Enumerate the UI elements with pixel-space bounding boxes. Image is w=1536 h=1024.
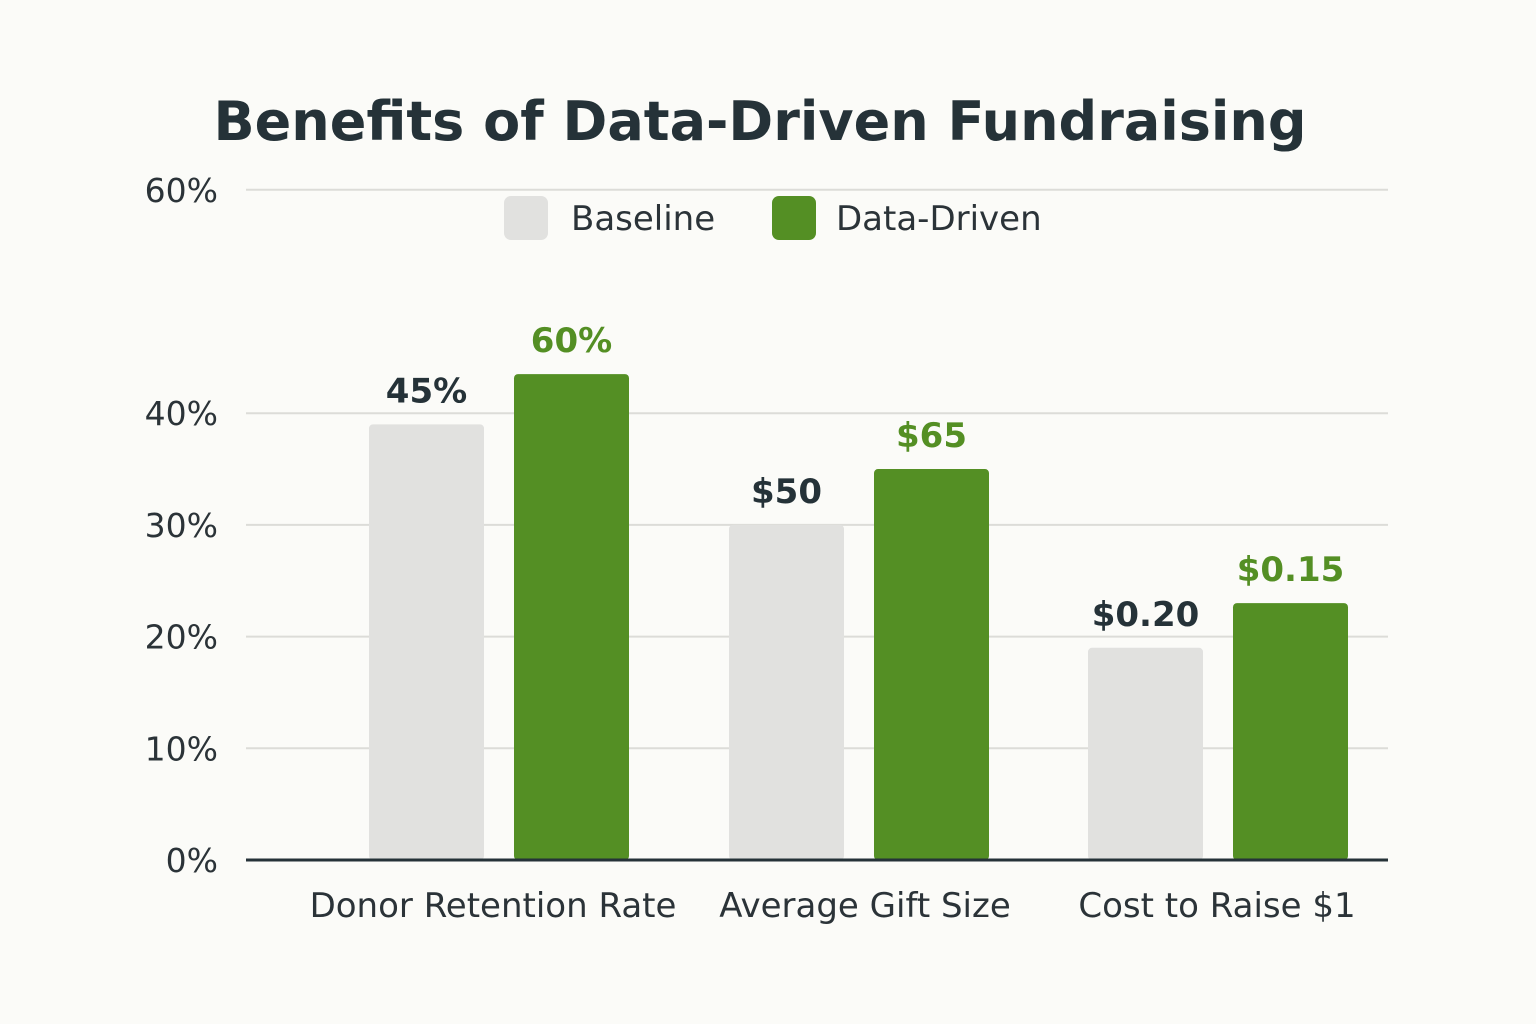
- bar-baseline-1: [729, 524, 844, 860]
- y-tick-label-5: 60%: [145, 171, 218, 210]
- y-tick-label-2: 20%: [145, 618, 218, 657]
- bar-data-driven-1: [874, 469, 989, 860]
- legend-swatch-data-driven: [772, 196, 816, 240]
- y-tick-label-0: 0%: [166, 841, 218, 880]
- bars: [369, 374, 1348, 860]
- bar-data-driven-2: [1233, 603, 1348, 860]
- bar-data-driven-0: [514, 374, 629, 860]
- y-axis-ticks: 0% 10% 20% 30% 40% 60%: [145, 171, 218, 880]
- y-tick-label-1: 10%: [145, 729, 218, 768]
- bar-baseline-2: [1088, 647, 1203, 860]
- legend-swatch-baseline: [504, 196, 548, 240]
- category-label-average-gift-size: Average Gift Size: [719, 886, 1011, 926]
- category-label-donor-retention-rate: Donor Retention Rate: [310, 886, 677, 926]
- category-label-cost-to-raise: Cost to Raise $1: [1078, 886, 1355, 926]
- data-label-data-driven-2: $0.15: [1237, 550, 1345, 590]
- legend: Baseline Data-Driven: [504, 196, 1042, 240]
- data-labels: 45% 60% $50 $65 $0.20 $0.15: [386, 321, 1344, 635]
- data-label-data-driven-0: 60%: [531, 321, 612, 361]
- y-tick-label-4: 40%: [145, 394, 218, 433]
- data-label-baseline-2: $0.20: [1092, 595, 1200, 635]
- y-tick-label-3: 30%: [145, 506, 218, 545]
- bar-baseline-0: [369, 424, 484, 860]
- legend-label-baseline: Baseline: [571, 199, 715, 239]
- data-label-baseline-0: 45%: [386, 371, 467, 411]
- category-labels: Donor Retention Rate Average Gift Size C…: [310, 886, 1356, 926]
- data-label-baseline-1: $50: [751, 472, 822, 512]
- legend-label-data-driven: Data-Driven: [836, 199, 1042, 239]
- chart-title: Benefits of Data-Driven Fundraising: [213, 90, 1306, 153]
- data-label-data-driven-1: $65: [896, 416, 967, 456]
